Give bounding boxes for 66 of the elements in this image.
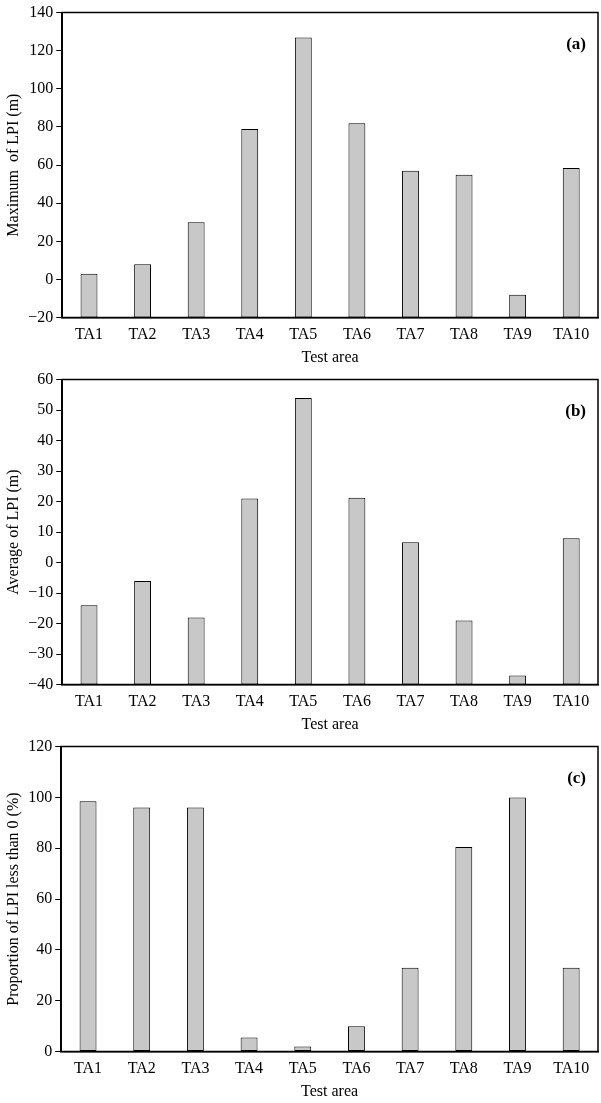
x-tick-label: TA9	[503, 1059, 532, 1077]
x-tick-label: TA6	[342, 692, 371, 710]
y-tick-label: 60	[37, 369, 54, 387]
y-tick-label: 40	[37, 193, 54, 211]
x-tick-label: TA7	[396, 325, 425, 343]
y-tick-label: 100	[29, 79, 54, 97]
x-axis-title: Test area	[301, 347, 359, 365]
x-tick-label: TA10	[553, 692, 590, 710]
y-tick-label: 40	[37, 430, 54, 448]
y-tick-label: 100	[28, 787, 53, 805]
y-tick-label: 0	[45, 552, 54, 570]
y-tick-label: 60	[37, 155, 54, 173]
y-tick-label: −10	[28, 583, 54, 601]
x-tick-label: TA4	[235, 692, 264, 710]
y-tick-label: 0	[45, 269, 54, 287]
y-tick-label: −30	[28, 644, 54, 662]
x-tick-label: TA8	[449, 1059, 478, 1077]
x-tick-label: TA9	[503, 325, 532, 343]
x-tick-label: TA2	[127, 1059, 156, 1077]
y-tick-label: −20	[28, 613, 54, 631]
annotation: (b)	[565, 401, 586, 421]
x-tick-label: TA5	[289, 692, 318, 710]
y-tick-label: 50	[37, 400, 54, 418]
x-tick-label: TA10	[553, 1059, 590, 1077]
y-tick-label: −20	[28, 307, 54, 325]
x-tick-label: TA5	[288, 1059, 317, 1077]
x-tick-label: TA2	[128, 692, 157, 710]
y-tick-label: 0	[44, 1041, 53, 1059]
y-axis-title: Average of LPI (m)	[3, 469, 22, 595]
y-tick-label: 20	[36, 990, 53, 1008]
y-tick-label: 140	[29, 2, 54, 20]
x-axis-title: Test area	[301, 714, 359, 732]
y-tick-label: 120	[29, 40, 54, 58]
x-tick-label: TA6	[342, 1059, 371, 1077]
x-tick-label: TA7	[396, 692, 425, 710]
x-tick-label: TA1	[74, 692, 104, 710]
x-tick-label: TA1	[74, 325, 104, 343]
annotation: (a)	[566, 34, 586, 54]
y-tick-label: 10	[37, 522, 54, 540]
x-tick-label: TA8	[450, 325, 479, 343]
y-tick-label: 40	[36, 940, 53, 958]
x-tick-label: TA7	[396, 1059, 425, 1077]
y-axis-title: Proportion of LPI less than 0 (%)	[3, 792, 22, 1006]
x-tick-label: TA3	[182, 692, 211, 710]
y-tick-label: −40	[28, 674, 54, 692]
x-tick-label: TA3	[182, 325, 211, 343]
annotation: (c)	[567, 768, 586, 788]
y-axis-title: Maximum of LPI (m)	[3, 93, 22, 237]
y-tick-label: 120	[28, 736, 53, 754]
x-tick-label: TA1	[74, 1059, 103, 1077]
y-tick-label: 20	[37, 491, 54, 509]
x-axis-title: Test area	[301, 1081, 359, 1099]
y-tick-label: 60	[36, 889, 53, 907]
x-tick-label: TA8	[450, 692, 479, 710]
y-tick-label: 30	[37, 461, 54, 479]
y-tick-label: 20	[37, 231, 54, 249]
x-tick-label: TA5	[289, 325, 318, 343]
y-tick-label: 80	[36, 838, 53, 856]
x-tick-label: TA9	[503, 692, 532, 710]
x-tick-label: TA4	[235, 1059, 264, 1077]
x-tick-label: TA6	[342, 325, 371, 343]
x-tick-label: TA10	[553, 325, 590, 343]
x-tick-label: TA2	[128, 325, 157, 343]
x-tick-label: TA3	[181, 1059, 210, 1077]
y-tick-label: 80	[37, 117, 54, 135]
x-tick-label: TA4	[235, 325, 264, 343]
